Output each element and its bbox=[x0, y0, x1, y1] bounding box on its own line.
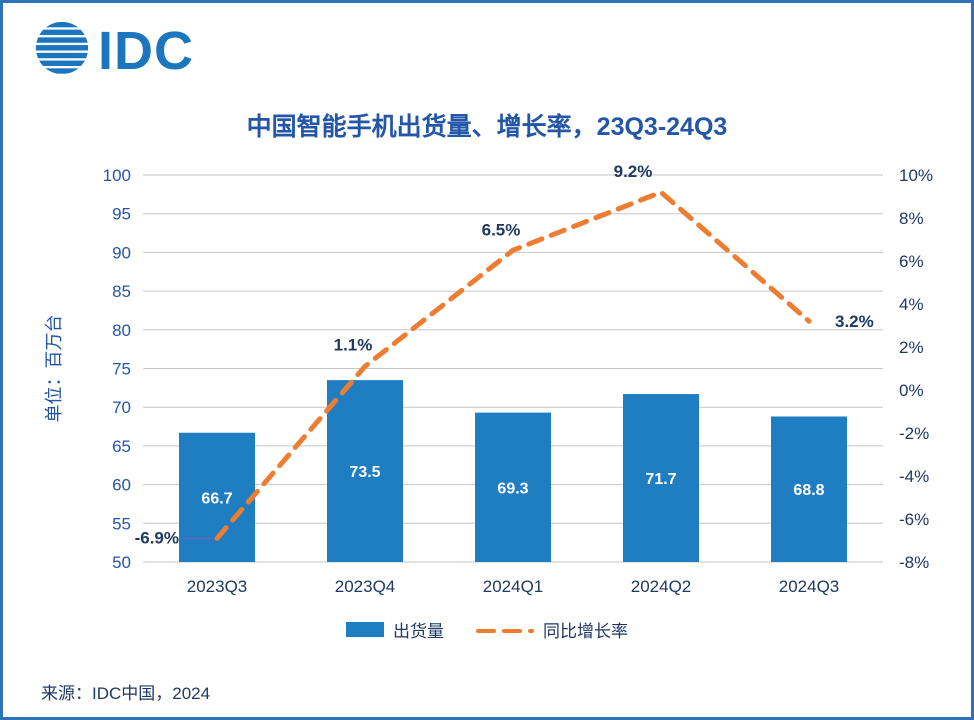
source-note: 来源：IDC中国，2024 bbox=[41, 684, 211, 703]
svg-text:单位：百万台: 单位：百万台 bbox=[44, 315, 64, 423]
svg-text:71.7: 71.7 bbox=[645, 471, 676, 488]
svg-text:90: 90 bbox=[112, 243, 131, 262]
chart-svg: 50 55 60 65 70 75 80 85 90 95 100 -8% -6% -4% -2% 0% 2% 4… bbox=[44, 162, 933, 596]
svg-text:69.3: 69.3 bbox=[497, 480, 528, 497]
svg-text:2024Q3: 2024Q3 bbox=[779, 577, 840, 596]
svg-text:3.2%: 3.2% bbox=[835, 312, 874, 331]
svg-text:6%: 6% bbox=[899, 252, 924, 271]
idc-globe-icon bbox=[33, 19, 91, 82]
chart-area: 50 55 60 65 70 75 80 85 90 95 100 -8% -6% -4% -2% 0% 2% 4… bbox=[3, 153, 971, 623]
svg-text:100: 100 bbox=[103, 166, 131, 185]
legend-bar-swatch bbox=[346, 622, 384, 637]
idc-logo: IDC bbox=[33, 19, 194, 82]
svg-text:8%: 8% bbox=[899, 209, 924, 228]
svg-text:-6%: -6% bbox=[899, 510, 929, 529]
svg-text:2024Q2: 2024Q2 bbox=[631, 577, 692, 596]
svg-text:-2%: -2% bbox=[899, 424, 929, 443]
legend-line-swatch bbox=[476, 620, 534, 640]
svg-text:66.7: 66.7 bbox=[201, 490, 232, 507]
legend-bar-label: 出货量 bbox=[393, 622, 444, 641]
svg-text:4%: 4% bbox=[899, 295, 924, 314]
svg-text:80: 80 bbox=[112, 321, 131, 340]
svg-text:6.5%: 6.5% bbox=[482, 220, 521, 239]
svg-text:68.8: 68.8 bbox=[793, 482, 824, 499]
svg-text:10%: 10% bbox=[899, 166, 933, 185]
svg-text:9.2%: 9.2% bbox=[614, 162, 653, 181]
svg-text:70: 70 bbox=[112, 398, 131, 417]
svg-text:75: 75 bbox=[112, 360, 131, 379]
svg-text:73.5: 73.5 bbox=[349, 464, 380, 481]
chart-title: 中国智能手机出货量、增长率，23Q3-24Q3 bbox=[246, 113, 728, 141]
svg-text:95: 95 bbox=[112, 205, 131, 224]
svg-text:-4%: -4% bbox=[899, 467, 929, 486]
legend-line-label: 同比增长率 bbox=[543, 622, 628, 641]
svg-text:65: 65 bbox=[112, 437, 131, 456]
idc-logo-text: IDC bbox=[98, 20, 194, 81]
svg-text:2024Q1: 2024Q1 bbox=[483, 577, 544, 596]
svg-text:2023Q4: 2023Q4 bbox=[335, 577, 396, 596]
svg-text:-6.9%: -6.9% bbox=[135, 528, 179, 547]
svg-text:85: 85 bbox=[112, 282, 131, 301]
svg-text:0%: 0% bbox=[899, 381, 924, 400]
svg-text:2%: 2% bbox=[899, 338, 924, 357]
svg-text:50: 50 bbox=[112, 553, 131, 572]
svg-text:60: 60 bbox=[112, 476, 131, 495]
chart-legend: 出货量 同比增长率 bbox=[3, 617, 971, 642]
svg-text:1.1%: 1.1% bbox=[334, 335, 373, 354]
svg-text:-8%: -8% bbox=[899, 553, 929, 572]
svg-text:55: 55 bbox=[112, 514, 131, 533]
svg-text:2023Q3: 2023Q3 bbox=[187, 577, 248, 596]
